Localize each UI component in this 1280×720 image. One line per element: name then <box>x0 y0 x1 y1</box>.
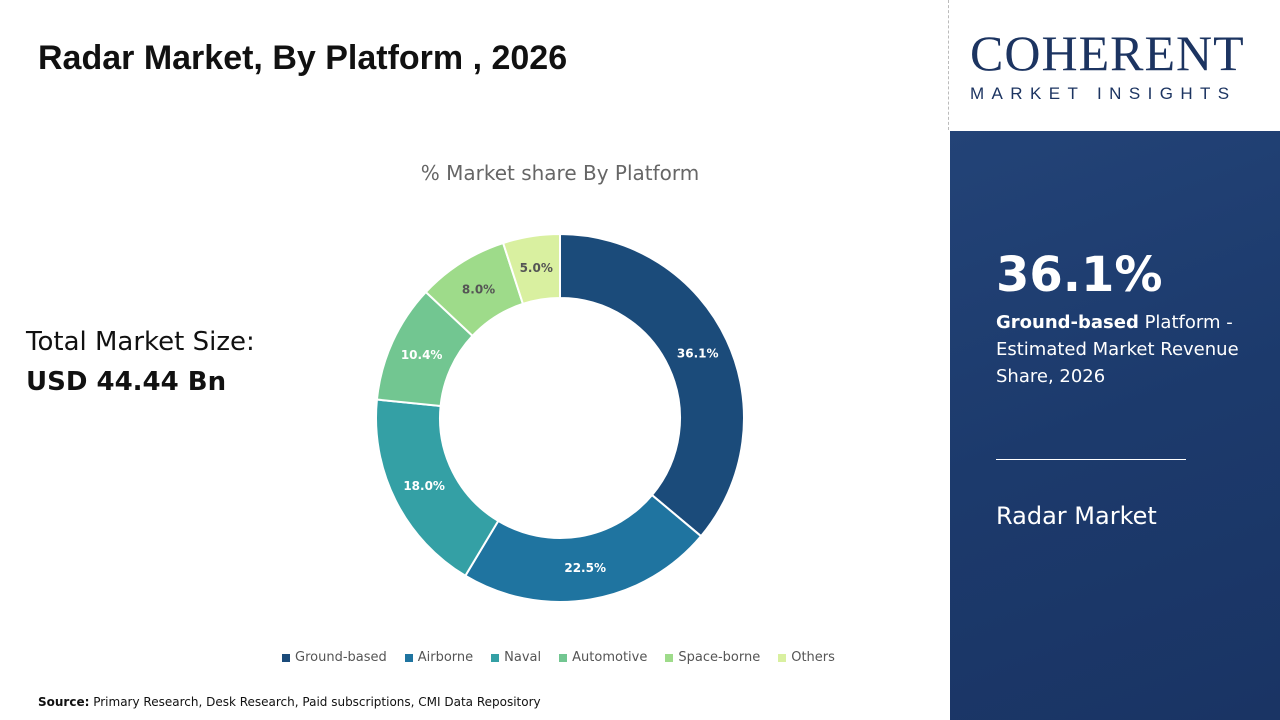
panel-divider <box>996 459 1186 460</box>
data-label: 36.1% <box>677 347 719 361</box>
data-label: 8.0% <box>462 283 495 297</box>
data-label: 18.0% <box>403 479 445 493</box>
legend-item: Automotive <box>559 650 647 666</box>
page-title: Radar Market, By Platform , 2026 <box>38 39 568 77</box>
slice-airborne <box>463 493 703 603</box>
logo-sub-text: MARKET INSIGHTS <box>970 84 1237 103</box>
legend-label: Automotive <box>572 650 648 665</box>
highlight-segment: Ground-based <box>996 312 1139 333</box>
legend-label: Ground-based <box>295 650 387 665</box>
highlight-desc-text: Platform - Estimated Market Revenue Shar… <box>996 312 1239 387</box>
legend-swatch <box>404 654 413 662</box>
slice-others <box>501 232 561 306</box>
data-label: 5.0% <box>520 261 553 275</box>
total-market-label: Total Market Size: <box>26 327 255 357</box>
chart-title: % Market share By Platform <box>420 161 700 185</box>
data-label: 22.5% <box>564 561 606 575</box>
legend-label: Space-borne <box>678 650 761 665</box>
legend-item: Ground-based <box>282 650 387 666</box>
logo-main-text: COHERENT <box>970 25 1245 81</box>
highlight-panel: 36.1% Ground-based Platform - Estimated … <box>950 131 1280 720</box>
logo: COHERENT MARKET INSIGHTS <box>950 0 1280 130</box>
divider <box>948 0 949 130</box>
legend-swatch <box>282 654 290 662</box>
highlight-description: Ground-based Platform - Estimated Market… <box>996 309 1256 390</box>
slice-ground-based <box>559 232 745 538</box>
legend-swatch <box>665 654 674 662</box>
legend-label: Others <box>791 650 835 665</box>
legend-item: Others <box>778 650 835 666</box>
legend-swatch <box>491 654 500 662</box>
highlight-percent: 36.1% <box>996 247 1163 303</box>
total-market-value: USD 44.44 Bn <box>26 367 227 397</box>
data-label: 10.4% <box>401 348 443 362</box>
legend-swatch <box>559 654 568 662</box>
legend-item: Space-borne <box>665 650 760 666</box>
legend-item: Airborne <box>404 650 474 666</box>
legend-label: Naval <box>504 650 542 665</box>
source-note: Source: Primary Research, Desk Research,… <box>38 695 541 710</box>
source-text: Primary Research, Desk Research, Paid su… <box>89 695 541 709</box>
legend-swatch <box>778 654 787 662</box>
legend-item: Naval <box>491 650 541 666</box>
market-name: Radar Market <box>996 502 1157 530</box>
legend: Ground-based Airborne Naval Automotive Space… <box>282 650 835 666</box>
donut-chart: 36.1% 22.5% 18.0% 10.4% 8.0% 5.0% <box>375 232 745 603</box>
source-label: Source: <box>38 695 90 709</box>
legend-label: Airborne <box>417 650 474 665</box>
